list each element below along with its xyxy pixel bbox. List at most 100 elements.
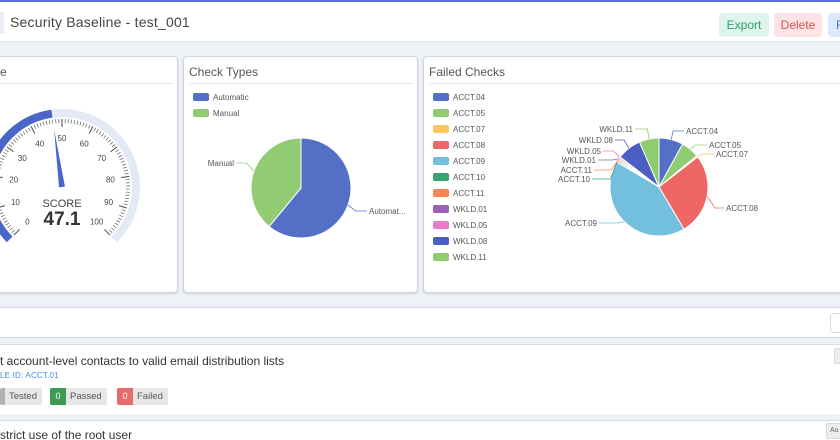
legend-item[interactable]: ACCT.08 xyxy=(433,137,487,153)
legend-label: WKLD.05 xyxy=(453,220,488,230)
rule-item[interactable]: strict use of the root user Au xyxy=(0,420,840,440)
gauge-tick xyxy=(70,119,72,124)
strip-control[interactable] xyxy=(830,313,840,333)
gauge-tick xyxy=(107,139,112,143)
gauge-tick xyxy=(79,121,82,126)
legend-item[interactable]: Automatic xyxy=(193,89,249,105)
pie-label: ACCT.05 xyxy=(709,141,742,150)
gauge-tick xyxy=(0,157,5,161)
gauge-tick xyxy=(124,200,129,203)
legend-item[interactable]: ACCT.05 xyxy=(433,105,487,121)
check-types-legend: Automatic Manual xyxy=(193,89,249,121)
rule-corner-tag xyxy=(834,348,840,364)
gauge-tick xyxy=(42,121,45,126)
legend-label: WKLD.11 xyxy=(453,252,487,262)
pie-slice-manual[interactable] xyxy=(250,137,302,228)
pie-label-line xyxy=(615,139,630,149)
legend-item[interactable]: ACCT.07 xyxy=(433,121,487,137)
gauge-tick xyxy=(0,209,3,211)
gauge-tick xyxy=(0,167,1,169)
gauge-tick-label: 70 xyxy=(97,154,106,163)
gauge-tick xyxy=(7,225,12,229)
gauge-tick xyxy=(100,133,104,137)
gauge-tick xyxy=(125,194,130,196)
legend-label: WKLD.01 xyxy=(453,204,488,214)
gauge-tick xyxy=(119,157,124,161)
pie-label-line xyxy=(599,221,625,224)
legend-label: ACCT.11 xyxy=(453,188,485,198)
legend-label: ACCT.08 xyxy=(453,140,486,150)
legend-label: ACCT.09 xyxy=(453,156,486,166)
pie-slice-wkld-11[interactable] xyxy=(638,137,660,188)
gauge-tick xyxy=(103,135,107,139)
legend-item[interactable]: WKLD.01 xyxy=(433,201,487,217)
legend-swatch xyxy=(433,221,449,229)
top-accent-line xyxy=(0,0,840,2)
gauge-tick xyxy=(118,205,127,209)
gauge-tick xyxy=(15,137,19,141)
score-gauge: 0 10 20 30 40 50 60 70 80 90 100 SCORE 47.1 xyxy=(0,109,140,243)
gauge-tick xyxy=(0,164,2,166)
export-button[interactable]: Export xyxy=(719,13,769,37)
legend-item[interactable]: WKLD.08 xyxy=(433,233,487,249)
legend-label: Manual xyxy=(213,108,240,118)
gauge-tick xyxy=(11,229,15,233)
legend-swatch xyxy=(433,125,449,133)
pie-slice-automatic[interactable] xyxy=(268,137,352,239)
pie-label-line xyxy=(689,144,707,150)
gauge-tick xyxy=(119,214,124,218)
gauge-tick xyxy=(73,120,76,125)
tested-badge: Tested xyxy=(0,388,42,405)
gauge-tick-label: 10 xyxy=(11,198,20,207)
gauge-tick xyxy=(93,127,96,132)
gauge-tick xyxy=(120,212,125,215)
pie-label-line xyxy=(594,159,619,171)
pie-label: ACCT.04 xyxy=(686,127,719,136)
gauge-tick-label: 90 xyxy=(104,198,113,207)
gauge-tick xyxy=(123,169,128,172)
rule-title: t account-level contacts to valid email … xyxy=(0,354,285,368)
legend-swatch xyxy=(433,157,449,165)
rule-title: strict use of the root user xyxy=(0,428,133,440)
passed-badge: 0 Passed xyxy=(50,388,107,405)
legend-label: ACCT.10 xyxy=(453,172,486,182)
legend-swatch xyxy=(193,93,209,101)
gauge-tick-label: 50 xyxy=(58,134,67,143)
legend-item[interactable]: WKLD.11 xyxy=(433,249,487,265)
pie-label: ACCT.11 xyxy=(561,166,593,175)
gauge-tick xyxy=(118,154,123,158)
gauge-tick xyxy=(76,120,79,125)
legend-item[interactable]: ACCT.11 xyxy=(433,185,487,201)
gauge-progress xyxy=(0,109,53,243)
gauge-tick xyxy=(96,129,99,134)
gauge-tick xyxy=(109,141,114,145)
gauge-tick-label: 40 xyxy=(35,139,44,148)
gauge-tick xyxy=(0,212,4,215)
score-label: SCORE xyxy=(42,198,81,210)
gauge-needle xyxy=(54,129,65,188)
more-button[interactable]: F xyxy=(828,13,840,37)
legend-item[interactable]: Manual xyxy=(193,105,249,121)
pie-label-line xyxy=(592,161,618,180)
gauge-tick xyxy=(121,175,130,179)
gauge-tick xyxy=(1,154,6,158)
legend-label: ACCT.04 xyxy=(453,92,486,102)
legend-swatch xyxy=(433,253,449,261)
legend-swatch xyxy=(433,205,449,213)
legend-swatch xyxy=(433,173,449,181)
legend-item[interactable]: ACCT.04 xyxy=(433,89,487,105)
legend-item[interactable]: WKLD.05 xyxy=(433,217,487,233)
gauge-tick xyxy=(104,229,111,236)
gauge-tick xyxy=(115,149,119,153)
delete-button[interactable]: Delete xyxy=(774,13,822,37)
title-edge-marker xyxy=(0,12,4,34)
gauge-tick xyxy=(3,220,8,223)
legend-label: WKLD.08 xyxy=(453,236,488,246)
gauge-tick xyxy=(124,197,130,199)
legend-item[interactable]: ACCT.10 xyxy=(433,169,487,185)
legend-item[interactable]: ACCT.09 xyxy=(433,153,487,169)
page-header: Security Baseline - test_001 Export Dele… xyxy=(0,2,840,42)
pie-slice-acct-08[interactable] xyxy=(658,156,709,230)
failed-checks-card: Failed Checks ACCT.04 ACCT.05 ACCT.07 ACCT.… xyxy=(423,56,840,293)
rule-item[interactable]: t account-level contacts to valid email … xyxy=(0,344,840,414)
